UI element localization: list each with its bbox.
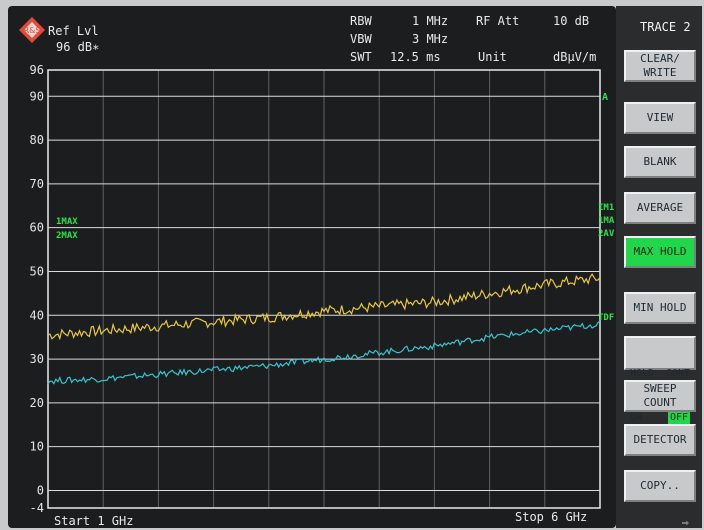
- analyzer-screen: R&S Ref Lvl 96 dB∗ RBW 1 MHz VBW 3 MHz S…: [8, 6, 616, 528]
- vbw-label: VBW: [350, 32, 372, 46]
- swt-value: 12.5 ms: [390, 50, 441, 64]
- rohde-schwarz-logo-icon: R&S: [19, 17, 45, 43]
- vbw-value: 3 MHz: [412, 32, 449, 46]
- unit-label: Unit: [478, 50, 507, 64]
- rbw-label: RBW: [350, 14, 372, 28]
- rf-att-value: 10 dB: [553, 14, 590, 28]
- plot-border: [47, 69, 601, 509]
- av2-marker: 2AV: [598, 229, 615, 239]
- cont-off-label: OFF: [667, 411, 690, 425]
- hold-cont-softkey[interactable]: HOLD CONT ON OFF: [624, 336, 696, 425]
- clear-write-softkey[interactable]: CLEAR/ WRITE: [624, 50, 696, 82]
- a-marker: A: [602, 92, 609, 103]
- trace-1max-line: [47, 272, 601, 341]
- ma1-marker: 1MA: [598, 216, 615, 226]
- trace-lines: [47, 272, 601, 385]
- y-tick-label: 90: [30, 89, 44, 103]
- y-tick-label: 10: [30, 440, 44, 454]
- hold-on-label: ON: [630, 412, 643, 423]
- y-tick-label: 50: [30, 264, 44, 278]
- start-frequency: Start 1 GHz: [54, 514, 134, 528]
- y-tick-label: 40: [30, 308, 44, 322]
- y-tick-label: 60: [30, 221, 44, 235]
- rbw-value: 1 MHz: [412, 14, 449, 28]
- copy-softkey[interactable]: COPY..: [624, 470, 696, 502]
- spectrum-plot: 96 90 80 70 60 50 40 30 20 10 0 -4: [30, 63, 601, 515]
- y-tick-label: 0: [37, 483, 44, 497]
- trace2-max-marker: 2MAX: [56, 231, 78, 241]
- arrow-icon: ⇨: [682, 516, 689, 529]
- y-tick-label: -4: [30, 501, 44, 515]
- svg-text:R&S: R&S: [24, 26, 41, 35]
- average-softkey[interactable]: AVERAGE: [624, 192, 696, 224]
- cont-label: CONT: [665, 368, 690, 379]
- detector-softkey[interactable]: DETECTOR: [624, 424, 696, 456]
- y-tick-label: 96: [30, 63, 44, 77]
- y-tick-label: 30: [30, 352, 44, 366]
- y-tick-label: 20: [30, 396, 44, 410]
- tdf-marker: TDF: [598, 313, 615, 323]
- plot-grid: [47, 69, 601, 509]
- y-tick-label: 80: [30, 133, 44, 147]
- stop-frequency: Stop 6 GHz: [515, 510, 588, 524]
- max-hold-softkey[interactable]: MAX HOLD: [624, 236, 696, 268]
- rf-att-label: RF Att: [476, 14, 520, 28]
- trace-panel-title: TRACE 2: [640, 20, 691, 34]
- im1-marker: IM1: [598, 203, 615, 213]
- y-axis-ticks: 96 90 80 70 60 50 40 30 20 10 0 -4: [30, 63, 44, 515]
- unit-value: dBμV/m: [553, 50, 597, 64]
- trace1-max-marker: 1MAX: [56, 217, 78, 227]
- ref-level-value: 96 dB∗: [56, 40, 100, 54]
- sweep-count-softkey[interactable]: SWEEP COUNT: [624, 380, 696, 412]
- min-hold-softkey[interactable]: MIN HOLD: [624, 292, 696, 324]
- softkey-panel: TRACE 2 CLEAR/ WRITE VIEW BLANK AVERAGE …: [616, 6, 702, 529]
- trace-2max-line: [47, 320, 601, 385]
- ref-level-label: Ref Lvl: [48, 24, 99, 38]
- hold-label: HOLD: [630, 368, 655, 379]
- view-softkey[interactable]: VIEW: [624, 102, 696, 134]
- swt-label: SWT: [350, 50, 372, 64]
- y-tick-label: 70: [30, 177, 44, 191]
- blank-softkey[interactable]: BLANK: [624, 146, 696, 178]
